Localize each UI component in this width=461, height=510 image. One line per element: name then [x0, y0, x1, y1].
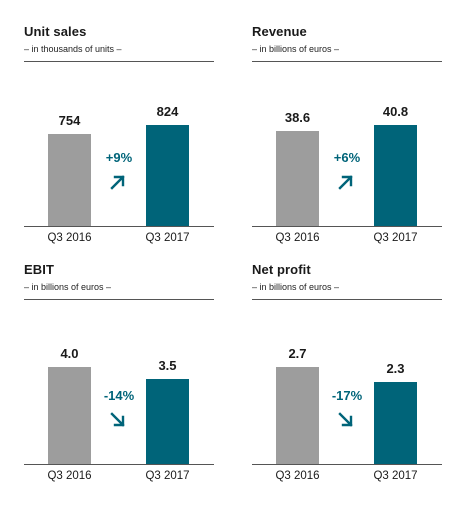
arrow-up-right-icon — [110, 174, 126, 190]
net-profit-chart-title: Net profit — [252, 262, 311, 277]
net-profit-title-rule — [252, 299, 442, 300]
revenue-value-label-q3-2017: 40.8 — [382, 104, 409, 119]
ebit-chart-title: EBIT — [24, 262, 55, 277]
revenue-value-label-q3-2016: 38.6 — [284, 110, 311, 125]
unit-sales-title-rule — [24, 61, 214, 62]
unit-sales-chart-subtitle: – in thousands of units – — [24, 44, 122, 54]
ebit-title-rule — [24, 299, 214, 300]
unit-sales-change-label: +9% — [105, 150, 133, 165]
ebit-bar-q3-2016 — [48, 367, 91, 464]
revenue-baseline — [252, 226, 442, 227]
revenue-chart-subtitle: – in billions of euros – — [252, 44, 340, 54]
ebit-value-label-q3-2016: 4.0 — [60, 346, 79, 361]
ebit-value-label-q3-2017: 3.5 — [158, 358, 177, 373]
net-profit-chart-subtitle: – in billions of euros – — [252, 282, 340, 292]
net-profit-baseline — [252, 464, 442, 465]
arrow-down-right-icon — [338, 412, 354, 428]
revenue-category-label-q3-2017: Q3 2017 — [373, 232, 418, 244]
net-profit-category-label-q3-2016: Q3 2016 — [275, 470, 320, 482]
net-profit-bar-q3-2017 — [374, 382, 417, 464]
net-profit-change-label: -17% — [331, 388, 363, 403]
revenue-bar-q3-2016 — [276, 131, 319, 226]
ebit-category-label-q3-2016: Q3 2016 — [47, 470, 92, 482]
unit-sales-value-label-q3-2016: 754 — [58, 113, 81, 128]
unit-sales-baseline — [24, 226, 214, 227]
revenue-change-label: +6% — [333, 150, 361, 165]
ebit-change-label: -14% — [103, 388, 135, 403]
ebit-baseline — [24, 464, 214, 465]
unit-sales-category-label-q3-2016: Q3 2016 — [47, 232, 92, 244]
unit-sales-chart-title: Unit sales — [24, 24, 87, 39]
arrow-down-right-icon — [110, 412, 126, 428]
net-profit-category-label-q3-2017: Q3 2017 — [373, 470, 418, 482]
unit-sales-bar-q3-2016 — [48, 134, 91, 226]
revenue-category-label-q3-2016: Q3 2016 — [275, 232, 320, 244]
revenue-chart-panel: Revenue – in billions of euros – 38.6 Q3 20… — [252, 24, 442, 264]
ebit-chart-panel: EBIT – in billions of euros – 4.0 Q3 2016 3.… — [24, 262, 214, 502]
unit-sales-chart-panel: Unit sales – in thousands of units – 754 Q3… — [24, 24, 214, 264]
unit-sales-category-label-q3-2017: Q3 2017 — [145, 232, 190, 244]
revenue-bar-q3-2017 — [374, 125, 417, 226]
ebit-chart-subtitle: – in billions of euros – — [24, 282, 112, 292]
net-profit-value-label-q3-2017: 2.3 — [386, 361, 405, 376]
unit-sales-value-label-q3-2017: 824 — [156, 104, 179, 119]
arrow-up-right-icon — [338, 174, 354, 190]
net-profit-value-label-q3-2016: 2.7 — [288, 346, 307, 361]
ebit-category-label-q3-2017: Q3 2017 — [145, 470, 190, 482]
unit-sales-bar-q3-2017 — [146, 125, 189, 226]
ebit-bar-q3-2017 — [146, 379, 189, 464]
revenue-title-rule — [252, 61, 442, 62]
revenue-chart-title: Revenue — [252, 24, 307, 39]
net-profit-bar-q3-2016 — [276, 367, 319, 464]
net-profit-chart-panel: Net profit – in billions of euros – 2.7 Q3 … — [252, 262, 442, 502]
